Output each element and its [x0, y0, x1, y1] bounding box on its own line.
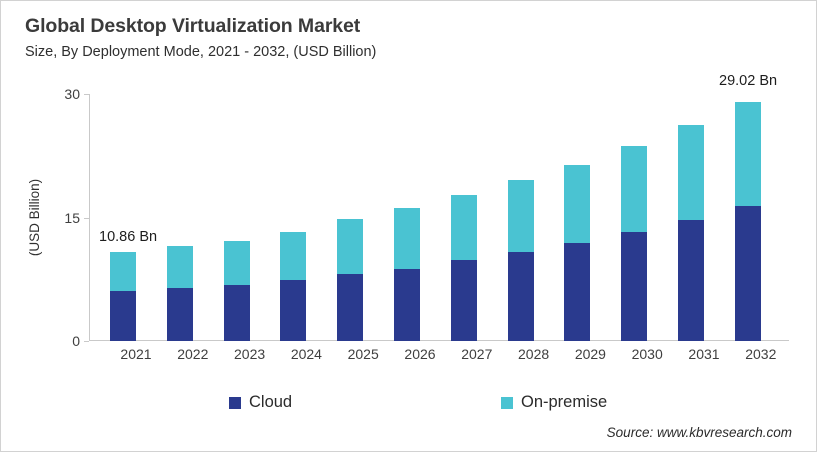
chart-subtitle: Size, By Deployment Mode, 2021 - 2032, (…	[25, 44, 377, 60]
x-tick-label: 2022	[177, 346, 209, 362]
y-axis-title-text: (USD Billion)	[27, 178, 43, 257]
bar-segment-on-premise[interactable]	[110, 251, 136, 292]
bar-segment-on-premise[interactable]	[223, 240, 250, 286]
legend-label: On-premise	[521, 393, 608, 411]
bar-segment-on-premise[interactable]	[678, 125, 704, 221]
legend-swatch-icon	[501, 396, 513, 409]
y-tick-mark	[84, 217, 89, 219]
chart-title: Global Desktop Virtualization Market	[25, 15, 361, 37]
bar-segment-cloud[interactable]	[450, 260, 477, 341]
bar-group[interactable]	[166, 245, 193, 341]
source-note: Source: www.kbvresearch.com	[606, 425, 792, 440]
bar-segment-cloud[interactable]	[564, 243, 591, 341]
bar-segment-cloud[interactable]	[678, 220, 704, 341]
bar-segment-cloud[interactable]	[621, 232, 648, 341]
y-tick-label: 30	[64, 86, 80, 102]
bar-segment-cloud[interactable]	[734, 205, 761, 341]
x-tick-label: 2032	[745, 346, 777, 362]
x-tick-label: 2027	[461, 346, 493, 362]
bar-segment-cloud[interactable]	[280, 280, 307, 341]
bar-group[interactable]	[678, 125, 704, 341]
bar-segment-cloud[interactable]	[166, 288, 193, 341]
legend-label: Cloud	[249, 393, 293, 411]
bar-group[interactable]	[734, 102, 761, 341]
bar-segment-on-premise[interactable]	[280, 231, 307, 281]
bar-group[interactable]	[280, 231, 307, 341]
data-label-last: 29.02 Bn	[719, 73, 778, 89]
bar-group[interactable]	[450, 195, 477, 341]
bar-group[interactable]	[337, 219, 364, 341]
legend-item-on-premise[interactable]: On-premise	[501, 393, 607, 412]
bar-series-container	[89, 94, 789, 341]
bar-segment-cloud[interactable]	[394, 268, 420, 341]
bar-segment-on-premise[interactable]	[337, 219, 364, 275]
y-tick-mark	[84, 94, 89, 95]
y-tick-label: 15	[64, 209, 80, 226]
data-label-first: 10.86 Bn	[99, 229, 158, 245]
legend-swatch-icon	[229, 396, 241, 409]
bar-segment-on-premise[interactable]	[734, 102, 761, 206]
bar-segment-on-premise[interactable]	[621, 145, 648, 233]
x-axis-line	[89, 340, 789, 341]
bar-segment-on-premise[interactable]	[394, 208, 420, 269]
bar-group[interactable]	[564, 164, 591, 341]
bar-segment-cloud[interactable]	[223, 285, 250, 341]
bar-segment-cloud[interactable]	[110, 291, 136, 341]
y-tick-label: 0	[72, 333, 80, 349]
legend-item-cloud[interactable]: Cloud	[229, 393, 292, 412]
x-tick-label: 2028	[518, 346, 550, 362]
x-tick-label: 2025	[347, 346, 379, 362]
bar-group[interactable]	[621, 145, 648, 341]
bar-segment-cloud[interactable]	[337, 274, 364, 341]
bar-group[interactable]	[507, 180, 534, 341]
x-tick-label: 2024	[290, 346, 322, 362]
x-tick-label: 2030	[631, 346, 663, 362]
bar-segment-on-premise[interactable]	[450, 195, 477, 261]
y-tick-mark	[84, 341, 89, 342]
x-tick-label: 2021	[120, 346, 152, 362]
x-tick-label: 2023	[234, 346, 266, 362]
plot-area: 0 15 30 2021 2022 2023 2024 2025 2026 2027 2028 20…	[64, 86, 789, 362]
y-axis-line	[89, 94, 90, 341]
y-axis-title: (USD Billion)	[25, 94, 45, 341]
x-tick-label: 2029	[574, 346, 606, 362]
bar-segment-cloud[interactable]	[507, 252, 534, 341]
x-tick-label: 2026	[404, 346, 436, 362]
bar-segment-on-premise[interactable]	[564, 164, 591, 244]
bar-group[interactable]	[110, 251, 136, 341]
x-tick-label: 2031	[688, 346, 720, 362]
chart-legend: Cloud On-premise	[1, 393, 816, 419]
bar-segment-on-premise[interactable]	[166, 245, 193, 289]
bar-segment-on-premise[interactable]	[507, 180, 534, 253]
bar-group[interactable]	[394, 208, 420, 341]
bar-group[interactable]	[223, 240, 250, 341]
